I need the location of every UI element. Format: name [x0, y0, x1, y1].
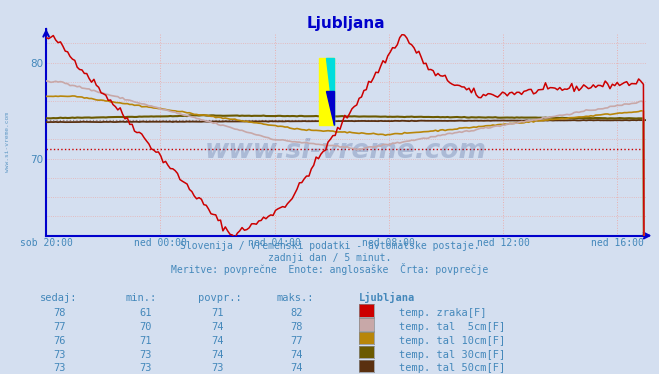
Text: 71: 71 — [212, 308, 224, 318]
Polygon shape — [319, 58, 334, 125]
Text: 73: 73 — [53, 350, 66, 359]
Text: 74: 74 — [212, 322, 224, 332]
Text: www.si-vreme.com: www.si-vreme.com — [5, 112, 11, 172]
Text: Meritve: povprečne  Enote: anglosaške  Črta: povprečje: Meritve: povprečne Enote: anglosaške Črt… — [171, 263, 488, 275]
Text: 73: 73 — [212, 364, 224, 373]
Polygon shape — [326, 91, 334, 125]
Text: 70: 70 — [139, 322, 152, 332]
Text: 74: 74 — [212, 350, 224, 359]
Text: temp. tal 30cm[F]: temp. tal 30cm[F] — [399, 350, 505, 359]
Text: 77: 77 — [291, 336, 303, 346]
Text: 73: 73 — [139, 350, 152, 359]
Text: Slovenija / vremenski podatki - avtomatske postaje.: Slovenija / vremenski podatki - avtomats… — [180, 241, 479, 251]
Title: Ljubljana: Ljubljana — [306, 16, 386, 31]
Text: 73: 73 — [53, 364, 66, 373]
Text: temp. tal 10cm[F]: temp. tal 10cm[F] — [399, 336, 505, 346]
Text: 74: 74 — [212, 336, 224, 346]
Text: 77: 77 — [53, 322, 66, 332]
Text: temp. zraka[F]: temp. zraka[F] — [399, 308, 486, 318]
Text: maks.:: maks.: — [277, 293, 314, 303]
Text: min.:: min.: — [125, 293, 156, 303]
Text: 73: 73 — [139, 364, 152, 373]
Text: 71: 71 — [139, 336, 152, 346]
Polygon shape — [326, 58, 334, 125]
Text: temp. tal  5cm[F]: temp. tal 5cm[F] — [399, 322, 505, 332]
Text: 76: 76 — [53, 336, 66, 346]
Text: 78: 78 — [291, 322, 303, 332]
Text: 74: 74 — [291, 364, 303, 373]
Text: 61: 61 — [139, 308, 152, 318]
Text: 78: 78 — [53, 308, 66, 318]
Text: povpr.:: povpr.: — [198, 293, 241, 303]
Text: Ljubljana: Ljubljana — [359, 292, 415, 303]
Text: 74: 74 — [291, 350, 303, 359]
Text: 82: 82 — [291, 308, 303, 318]
Text: temp. tal 50cm[F]: temp. tal 50cm[F] — [399, 364, 505, 373]
Text: www.si-vreme.com: www.si-vreme.com — [205, 138, 487, 164]
Text: zadnji dan / 5 minut.: zadnji dan / 5 minut. — [268, 253, 391, 263]
Text: sedaj:: sedaj: — [40, 293, 77, 303]
